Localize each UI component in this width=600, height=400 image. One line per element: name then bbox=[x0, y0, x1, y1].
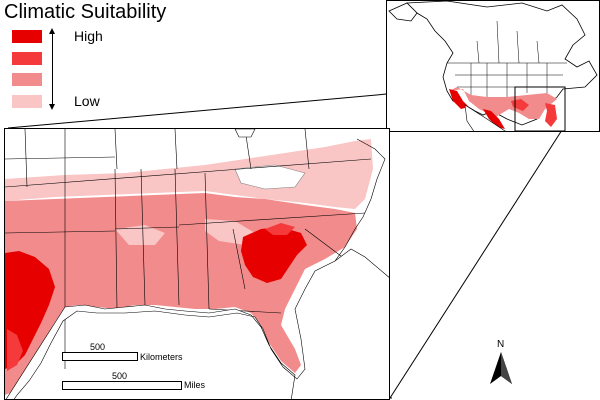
legend-high-label: High bbox=[74, 28, 103, 44]
scalebar-km-unit: Kilometers bbox=[140, 352, 183, 362]
legend-swatch-high bbox=[12, 30, 42, 43]
legend-swatch-medium bbox=[12, 73, 42, 86]
scalebar-km-value: 500 bbox=[90, 342, 106, 352]
inset-map bbox=[386, 0, 600, 132]
legend-low-label: Low bbox=[74, 93, 100, 109]
scalebar-km-bar bbox=[62, 352, 138, 361]
north-arrow-icon bbox=[490, 352, 512, 384]
legend-arrow-down-icon bbox=[49, 104, 55, 110]
north-arrow-label: N bbox=[497, 339, 505, 350]
legend-title: Climatic Suitability bbox=[4, 1, 167, 23]
legend-swatch-medium-high bbox=[12, 52, 42, 65]
scalebar-mi-value: 500 bbox=[112, 371, 128, 381]
legend-axis-line bbox=[52, 32, 53, 106]
legend-swatch-low bbox=[12, 95, 42, 108]
legend-arrow-up-icon bbox=[49, 28, 55, 34]
scalebar-mi-bar bbox=[62, 381, 182, 390]
scalebar-mi-unit: Miles bbox=[184, 380, 206, 390]
